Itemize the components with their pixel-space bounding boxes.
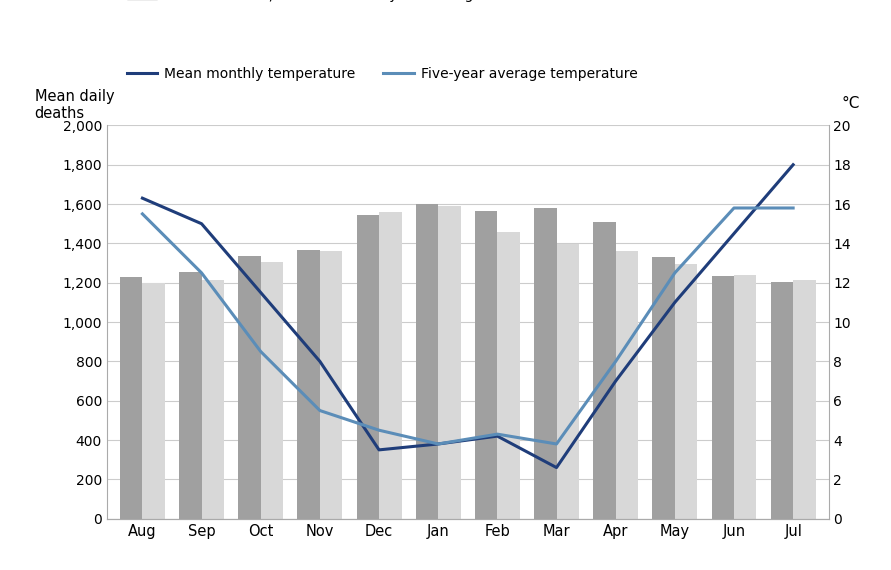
Bar [616, 251, 638, 519]
Bar [593, 222, 616, 519]
Bar [497, 231, 519, 519]
Bar [534, 208, 557, 519]
Bar [120, 277, 143, 519]
Legend: Mean monthly temperature, Five-year average temperature: Mean monthly temperature, Five-year aver… [121, 62, 643, 87]
Bar [652, 257, 674, 519]
Bar [261, 262, 283, 519]
Text: Mean daily
deaths: Mean daily deaths [35, 89, 114, 121]
Bar [557, 245, 579, 519]
Bar [438, 206, 461, 519]
Bar [475, 211, 497, 519]
Bar [320, 251, 342, 519]
Bar [179, 272, 201, 519]
Bar [674, 264, 698, 519]
Bar [143, 283, 165, 519]
Text: °C: °C [841, 96, 860, 111]
Bar [356, 215, 379, 519]
Bar [238, 256, 261, 519]
Bar [771, 282, 793, 519]
Bar [734, 275, 756, 519]
Bar [793, 280, 815, 519]
Bar [416, 204, 438, 519]
Bar [298, 250, 320, 519]
Bar [379, 212, 402, 519]
Bar [712, 276, 734, 519]
Bar [201, 280, 224, 519]
